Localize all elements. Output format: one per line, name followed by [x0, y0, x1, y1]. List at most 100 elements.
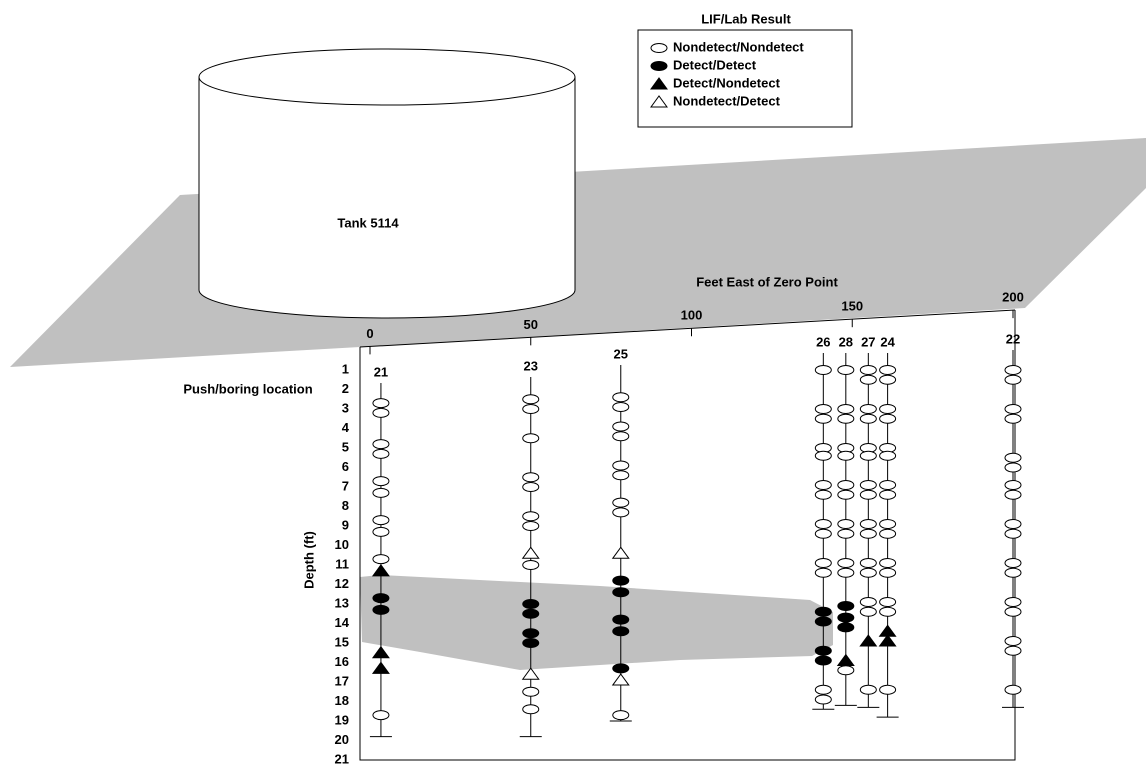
sample-marker — [1004, 374, 1022, 385]
sample-marker — [859, 374, 877, 385]
sample-marker — [859, 519, 877, 530]
sample-marker — [522, 599, 540, 609]
legend-title: LIF/Lab Result — [701, 11, 791, 26]
sample-marker — [372, 476, 390, 487]
y-tick-label: 13 — [335, 595, 349, 610]
sample-marker — [837, 665, 855, 676]
sample-marker — [1004, 636, 1022, 647]
sample-marker — [522, 628, 540, 639]
sample-marker — [522, 521, 540, 531]
sample-marker — [522, 394, 540, 405]
sample-marker — [1004, 462, 1022, 473]
sample-marker — [814, 684, 832, 695]
sample-marker — [837, 519, 855, 530]
sample-marker — [879, 606, 897, 617]
sample-marker — [612, 587, 630, 598]
y-tick-label: 10 — [335, 537, 349, 552]
sample-marker — [814, 567, 832, 578]
sample-marker — [522, 686, 540, 697]
y-tick-label: 15 — [335, 634, 349, 649]
sample-marker — [837, 567, 855, 578]
sample-marker — [522, 608, 540, 619]
sample-marker — [612, 575, 630, 586]
boring-label: 28 — [839, 334, 853, 349]
boring-label: 26 — [816, 334, 830, 349]
sample-marker — [814, 655, 832, 666]
sample-marker — [879, 374, 897, 385]
tank-label: Tank 5114 — [337, 215, 399, 230]
sample-marker — [611, 673, 630, 686]
y-tick-label: 7 — [342, 478, 349, 493]
sample-marker — [612, 497, 630, 508]
sample-marker — [1004, 684, 1022, 695]
sample-marker — [814, 519, 832, 530]
sample-marker — [859, 480, 877, 491]
sample-marker — [372, 515, 390, 526]
sample-marker — [612, 431, 630, 442]
sample-marker — [372, 487, 390, 498]
boring-label: 27 — [861, 334, 875, 349]
sample-marker — [879, 519, 897, 530]
sample-marker — [522, 482, 540, 492]
section-frame — [359, 310, 1016, 761]
y-tick-label: 19 — [335, 712, 349, 727]
sample-marker — [1004, 413, 1022, 424]
x-axis-line — [359, 309, 1016, 348]
sample-marker — [612, 663, 630, 674]
sample-marker — [371, 661, 390, 674]
y-tick-label: 18 — [335, 693, 349, 708]
sample-marker — [836, 653, 855, 667]
boring-label: 23 — [524, 358, 538, 373]
y-tick-label: 11 — [335, 556, 349, 571]
sample-marker — [1004, 452, 1022, 463]
sample-marker — [371, 563, 390, 577]
sample-marker — [859, 489, 877, 500]
sample-marker — [859, 684, 877, 695]
sample-marker — [1004, 567, 1022, 578]
sample-marker — [814, 413, 832, 424]
boring-label: 21 — [374, 364, 388, 379]
y-tick-label: 9 — [342, 517, 349, 532]
sample-marker — [522, 404, 540, 414]
y-tick-label: 16 — [335, 654, 349, 669]
y-tick-label: 20 — [335, 732, 349, 747]
sample-marker — [372, 448, 390, 459]
sample-marker — [814, 404, 832, 414]
sample-marker — [837, 558, 855, 569]
sample-marker — [859, 606, 877, 617]
sample-marker — [814, 616, 832, 627]
sample-marker — [522, 638, 540, 648]
sample-marker — [837, 600, 855, 611]
sample-marker — [837, 404, 855, 414]
sample-marker — [879, 597, 897, 608]
sample-marker — [612, 507, 630, 518]
legend-marker — [650, 43, 668, 53]
sample-marker — [1004, 365, 1022, 375]
legend-marker — [650, 77, 668, 90]
sample-marker — [837, 413, 855, 424]
sample-marker — [859, 558, 877, 569]
sample-marker — [1004, 645, 1022, 656]
sample-marker — [372, 593, 390, 604]
sample-marker — [837, 365, 855, 375]
sample-marker — [1004, 404, 1022, 414]
x-tick-label: 150 — [841, 299, 863, 314]
sample-marker — [814, 558, 832, 569]
y-tick-label: 1 — [342, 361, 349, 376]
sample-marker — [611, 546, 630, 559]
sample-marker — [814, 694, 832, 705]
sample-marker — [521, 667, 540, 680]
sample-marker — [879, 404, 897, 414]
sample-marker — [859, 413, 877, 424]
sample-marker — [1004, 480, 1022, 491]
sample-marker — [814, 606, 832, 617]
sample-marker — [859, 404, 877, 414]
x-tick-label: 50 — [524, 317, 538, 332]
y-tick-label: 4 — [342, 420, 350, 435]
legend-label: Nondetect/Nondetect — [673, 39, 804, 54]
sample-marker — [371, 645, 390, 659]
sample-marker — [879, 489, 897, 500]
sample-marker — [612, 460, 630, 471]
legend-label: Nondetect/Detect — [673, 93, 781, 108]
sample-marker — [612, 614, 630, 625]
